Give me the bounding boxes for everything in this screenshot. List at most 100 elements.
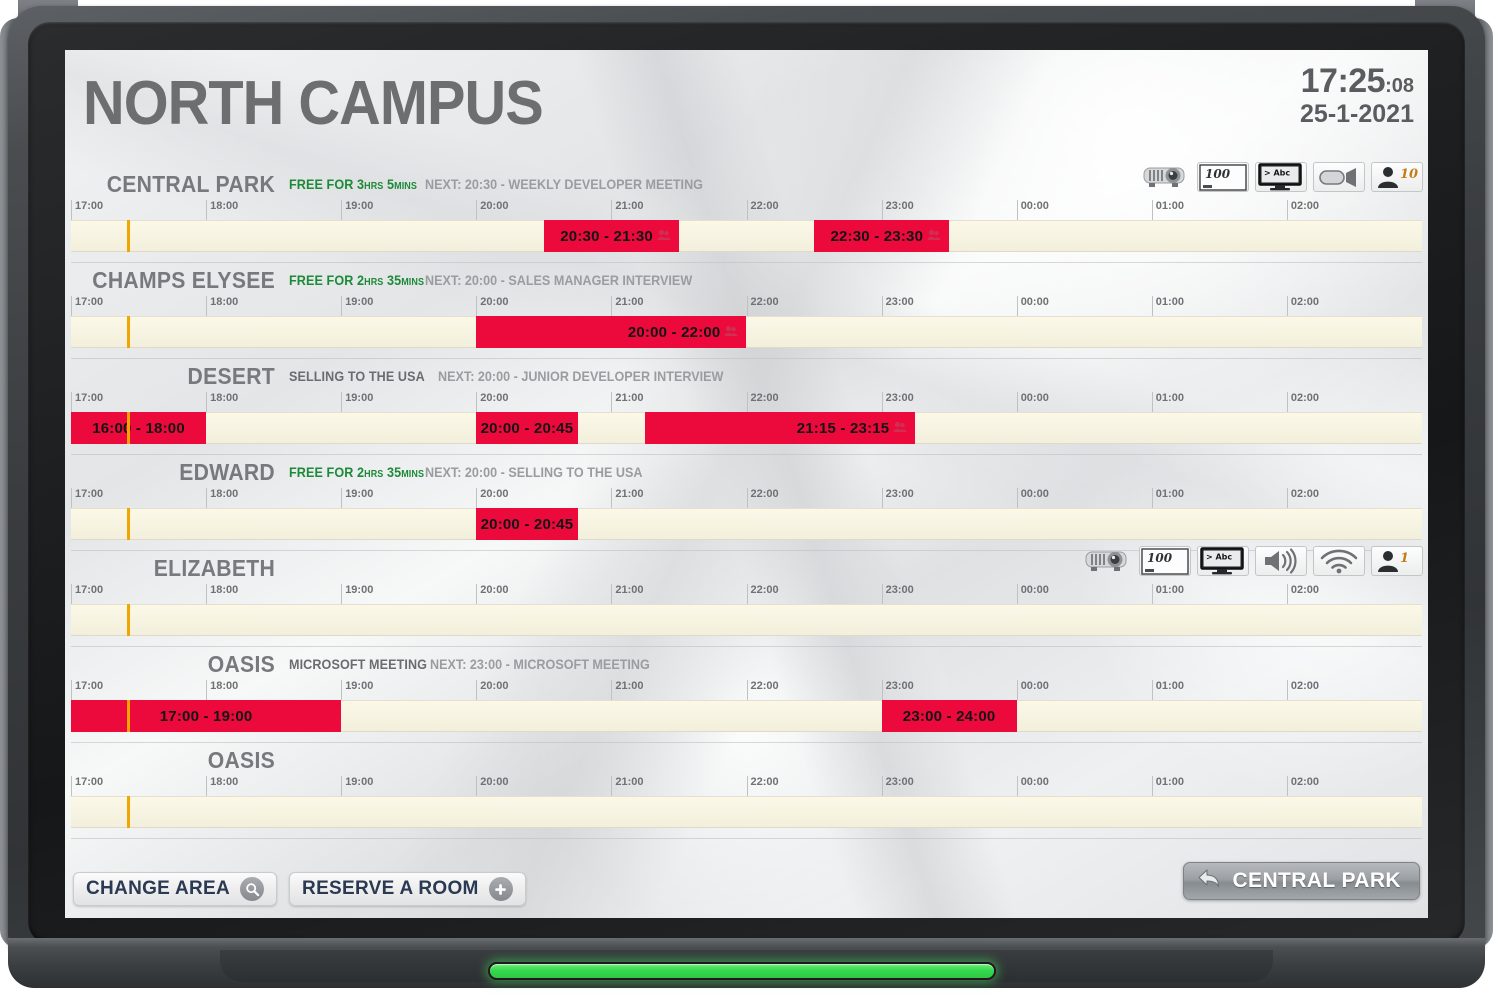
timeline-tick: 22:00: [746, 776, 779, 796]
booking-block[interactable]: 20:30 - 21:30: [543, 220, 679, 252]
footer-bar: CHANGE AREA RESERVE A ROOM: [65, 860, 1428, 910]
timeline-track[interactable]: [71, 604, 1422, 636]
room-row[interactable]: CHAMPS ELYSEE FREE FOR 2HRS 35MINS NEXT: 2…: [65, 264, 1428, 360]
reserve-a-room-button[interactable]: RESERVE A ROOM: [289, 872, 526, 906]
timeline-tick: 18:00: [206, 488, 238, 508]
room-status-unit-hours: HRS: [364, 181, 384, 192]
booking-label: 22:30 - 23:30: [830, 227, 924, 245]
row-separator: [71, 262, 1422, 263]
booking-block[interactable]: 22:30 - 23:30: [814, 220, 950, 252]
booking-label: 16:00 - 18:00: [92, 419, 185, 437]
timeline-tick: 23:00: [881, 392, 914, 412]
room-row[interactable]: CENTRAL PARK FREE FOR 3HRS 5MINS NEXT: 20:…: [65, 162, 1428, 264]
booking-block[interactable]: 20:00 - 20:45: [476, 508, 578, 540]
row-separator: [71, 838, 1422, 839]
timeline-tick: 23:00: [881, 200, 914, 220]
timeline-tick: 00:00: [1016, 200, 1049, 220]
room-name: OASIS: [207, 747, 275, 773]
room-amenities: 100 > Abc 10: [1139, 162, 1423, 192]
amenity-whiteboard: 100: [1139, 546, 1191, 576]
room-header: DESERT SELLING TO THE USA NEXT: 20:00 - JU…: [65, 360, 1428, 392]
timeline-tick: 01:00: [1151, 296, 1184, 316]
timeline-tick: 18:00: [206, 392, 238, 412]
timeline-track[interactable]: [71, 316, 1422, 348]
capacity-icon: 10: [1374, 164, 1420, 190]
timeline-tick: 21:00: [611, 776, 644, 796]
room-status-unit-hours: HRS: [364, 469, 384, 480]
timeline-tick: 18:00: [206, 776, 238, 796]
amenity-video-camera: [1313, 162, 1365, 192]
timeline-tick: 23:00: [881, 296, 914, 316]
row-separator: [71, 646, 1422, 647]
timeline-tick: 23:00: [881, 776, 914, 796]
timeline-tick: 20:00: [476, 392, 508, 412]
timeline-tick: 21:00: [611, 680, 644, 700]
room-status-text: FREE FOR 2: [289, 272, 365, 288]
timeline-track[interactable]: [71, 508, 1422, 540]
timeline-tick: 22:00: [746, 488, 779, 508]
timeline-tick: 18:00: [206, 680, 238, 700]
timeline-tick: 19:00: [341, 392, 373, 412]
booking-label: 17:00 - 19:00: [159, 707, 253, 725]
room-timeline[interactable]: 17:00 18:00 19:00 20:00 21:00 22:00 23:00 00:00…: [71, 392, 1422, 450]
change-area-button[interactable]: CHANGE AREA: [73, 872, 278, 906]
timeline-tick: 19:00: [341, 584, 373, 604]
current-time-marker: [127, 796, 131, 828]
current-time-marker: [127, 604, 131, 636]
timeline-axis: 17:00 18:00 19:00 20:00 21:00 22:00 23:00 00:00…: [71, 584, 1422, 604]
projector-icon: [1142, 164, 1188, 190]
timeline-tick: 20:00: [476, 680, 508, 700]
video-camera-icon: [1317, 165, 1361, 189]
back-to-central-park-button[interactable]: CENTRAL PARK: [1183, 862, 1420, 900]
booking-block[interactable]: 20:00 - 22:00: [476, 316, 747, 348]
timeline-tick: 22:00: [746, 584, 779, 604]
booking-label: 20:00 - 20:45: [480, 419, 574, 437]
timeline-tick: 01:00: [1151, 584, 1184, 604]
room-row[interactable]: OASIS MICROSOFT MEETING NEXT: 23:00 - MICR…: [65, 648, 1428, 744]
timeline-tick: 17:00: [71, 488, 103, 508]
timeline-tick: 02:00: [1286, 584, 1319, 604]
room-timeline[interactable]: 17:00 18:00 19:00 20:00 21:00 22:00 23:00 00:00…: [71, 200, 1422, 258]
status-led-indicator: [488, 962, 996, 980]
timeline-tick: 00:00: [1016, 584, 1049, 604]
room-timeline[interactable]: 17:00 18:00 19:00 20:00 21:00 22:00 23:00 00:00…: [71, 296, 1422, 354]
amenity-tv-screen: > Abc: [1255, 162, 1307, 192]
room-next-meeting: NEXT: 20:30 - WEEKLY DEVELOPER MEETING: [425, 176, 703, 192]
attendees-icon: [657, 228, 671, 245]
booking-block[interactable]: 17:00 - 19:00: [71, 700, 342, 732]
timeline-tick: 22:00: [746, 200, 779, 220]
room-status-text: FREE FOR 2: [289, 464, 365, 480]
timeline-tick: 01:00: [1151, 680, 1184, 700]
timeline-tick: 20:00: [476, 584, 508, 604]
booking-block[interactable]: 20:00 - 20:45: [476, 412, 578, 444]
room-timeline[interactable]: 17:00 18:00 19:00 20:00 21:00 22:00 23:00 00:00…: [71, 584, 1422, 642]
room-row[interactable]: EDWARD FREE FOR 2HRS 35MINS NEXT: 20:00 - …: [65, 456, 1428, 552]
current-time-marker: [127, 412, 131, 444]
current-time-marker: [127, 508, 131, 540]
amenity-wifi: [1313, 546, 1365, 576]
row-separator: [71, 358, 1422, 359]
room-status-unit-hours: HRS: [364, 277, 384, 288]
timeline-tick: 01:00: [1151, 200, 1184, 220]
room-header: EDWARD FREE FOR 2HRS 35MINS NEXT: 20:00 - …: [65, 456, 1428, 488]
booking-block[interactable]: 21:15 - 23:15: [645, 412, 916, 444]
attendees-icon: [724, 324, 738, 341]
room-row[interactable]: DESERT SELLING TO THE USA NEXT: 20:00 - JU…: [65, 360, 1428, 456]
room-row[interactable]: OASIS 17:00 18:00 19:00 20:00 21:00 22:00 23:00…: [65, 744, 1428, 840]
timeline-track[interactable]: [71, 220, 1422, 252]
room-header: CHAMPS ELYSEE FREE FOR 2HRS 35MINS NEXT: 2…: [65, 264, 1428, 296]
booking-block[interactable]: 16:00 - 18:00: [71, 412, 207, 444]
timeline-track[interactable]: [71, 796, 1422, 828]
timeline-tick: 02:00: [1286, 296, 1319, 316]
room-timeline[interactable]: 17:00 18:00 19:00 20:00 21:00 22:00 23:00 00:00…: [71, 680, 1422, 738]
timeline-tick: 19:00: [341, 488, 373, 508]
timeline-tick: 00:00: [1016, 680, 1049, 700]
room-timeline[interactable]: 17:00 18:00 19:00 20:00 21:00 22:00 23:00 00:00…: [71, 488, 1422, 546]
booking-label: 23:00 - 24:00: [902, 707, 996, 725]
room-row[interactable]: ELIZABETH 100 > Abc: [65, 546, 1428, 648]
timeline-tick: 17:00: [71, 392, 103, 412]
room-name: DESERT: [187, 363, 275, 389]
room-timeline[interactable]: 17:00 18:00 19:00 20:00 21:00 22:00 23:00 00:00…: [71, 776, 1422, 834]
booking-block[interactable]: 23:00 - 24:00: [881, 700, 1017, 732]
